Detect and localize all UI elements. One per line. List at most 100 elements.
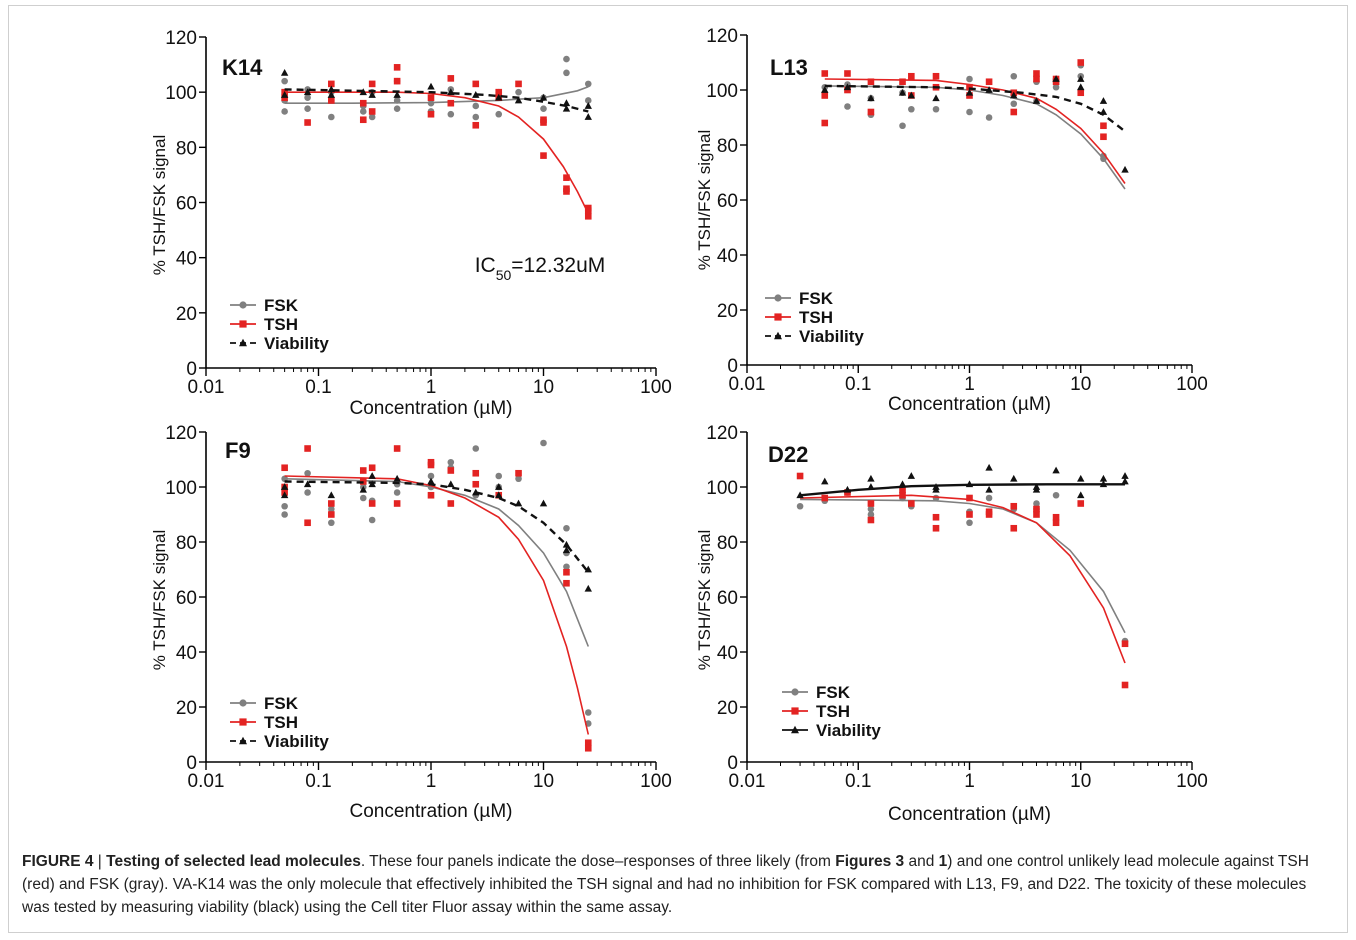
viability-point (539, 499, 548, 507)
viability-point (539, 93, 548, 101)
y-tick-label: 60 (717, 191, 738, 212)
legend-marker-viability (239, 338, 247, 347)
legend-marker-tsh (774, 313, 782, 321)
viability-point (1077, 83, 1085, 91)
x-axis-label: Concentration (µM) (888, 804, 1051, 825)
fsk-point (472, 113, 480, 121)
series-tsh (281, 64, 592, 220)
fsk-point (540, 439, 547, 447)
tsh-point (867, 108, 875, 116)
x-tick-label: 0.1 (845, 374, 871, 395)
viability-point (1032, 483, 1041, 490)
viability-point (907, 472, 916, 479)
tsh-point (427, 94, 435, 101)
x-tick-label: 10 (533, 377, 554, 398)
y-tick-label: 60 (176, 194, 197, 215)
tsh-point (1052, 519, 1060, 527)
x-tick-label: 0.1 (305, 771, 331, 792)
legend-marker-tsh (791, 707, 799, 715)
fsk-fit-curve (824, 85, 1126, 190)
viability-point (368, 472, 376, 479)
viability-point (1099, 474, 1108, 482)
fsk-point (328, 505, 335, 513)
y-tick-label: 40 (717, 643, 738, 664)
x-axis-label: Concentration (µM) (349, 801, 512, 822)
tsh-point (1100, 122, 1107, 130)
tsh-point (908, 72, 915, 80)
x-axis-label: Concentration (µM) (888, 394, 1051, 415)
legend-label-tsh: TSH (264, 315, 298, 334)
series-viability (280, 68, 592, 120)
legend-label-viability: Viability (816, 721, 881, 740)
fsk-point (495, 110, 503, 118)
y-tick-label: 40 (176, 249, 197, 270)
y-tick-label: 100 (706, 478, 738, 499)
viability-point (1052, 75, 1060, 82)
tsh-point (359, 116, 367, 124)
fsk-point (393, 97, 401, 104)
fsk-point (304, 469, 311, 477)
viability-point (1099, 97, 1108, 104)
tsh-point (328, 511, 335, 518)
fsk-point (1033, 500, 1040, 507)
viability-point (368, 91, 376, 98)
legend-label-tsh: TSH (264, 713, 298, 732)
viability-point (867, 94, 875, 102)
tsh-point (563, 188, 570, 195)
caption-ref-fig3: Figures 3 (835, 853, 905, 870)
x-tick-label: 0.01 (729, 374, 766, 395)
viability-point (472, 488, 480, 496)
fsk-point (281, 77, 288, 85)
x-tick-label: 100 (1176, 771, 1208, 792)
y-tick-label: 120 (706, 423, 738, 444)
tsh-point (447, 75, 455, 82)
series-viability (796, 463, 1129, 499)
viability-point (821, 86, 829, 93)
tsh-point (899, 78, 906, 86)
legend-marker-viability (791, 725, 799, 734)
fsk-point (281, 511, 288, 518)
panel-label: L13 (770, 55, 808, 80)
fsk-point (985, 114, 993, 121)
caption-separator: | (93, 853, 107, 870)
y-tick-label: 60 (176, 588, 197, 609)
panel-label: K14 (222, 55, 263, 80)
tsh-point (472, 480, 480, 488)
series-fsk (281, 55, 592, 121)
chart-panel-k14: 0 20 40 60 80 100 120 0.01 0.1 1 10 100 % TSH/FSK si… (150, 28, 672, 419)
y-tick-label: 100 (165, 83, 197, 104)
tsh-point (1010, 524, 1018, 532)
tsh-point (447, 99, 455, 107)
y-tick-label: 80 (717, 533, 738, 554)
y-tick-label: 80 (176, 138, 197, 159)
tsh-point (368, 500, 376, 507)
series-viability (280, 472, 592, 592)
tsh-point (540, 119, 547, 126)
fsk-point (563, 524, 570, 532)
fsk-point (368, 516, 376, 524)
tsh-point (1033, 511, 1040, 518)
viability-point (514, 499, 523, 507)
viability-point (965, 88, 974, 96)
tsh-point (515, 469, 522, 477)
viability-point (584, 102, 592, 109)
tsh-point (328, 80, 335, 88)
legend-marker-viability (774, 331, 782, 340)
viability-point (359, 485, 367, 493)
caption-body-1: . These four panels indicate the dose–re… (360, 853, 836, 870)
y-tick-label: 20 (176, 304, 197, 325)
viability-point (495, 491, 503, 499)
caption-figure-label: FIGURE 4 (22, 853, 94, 870)
viability-point (447, 88, 455, 96)
fsk-point (584, 709, 592, 716)
viability-point (584, 113, 592, 120)
tsh-point (966, 83, 973, 91)
legend-label-fsk: FSK (799, 289, 834, 308)
viability-point (843, 83, 852, 91)
tsh-point (304, 119, 311, 126)
viability-point (867, 474, 875, 482)
